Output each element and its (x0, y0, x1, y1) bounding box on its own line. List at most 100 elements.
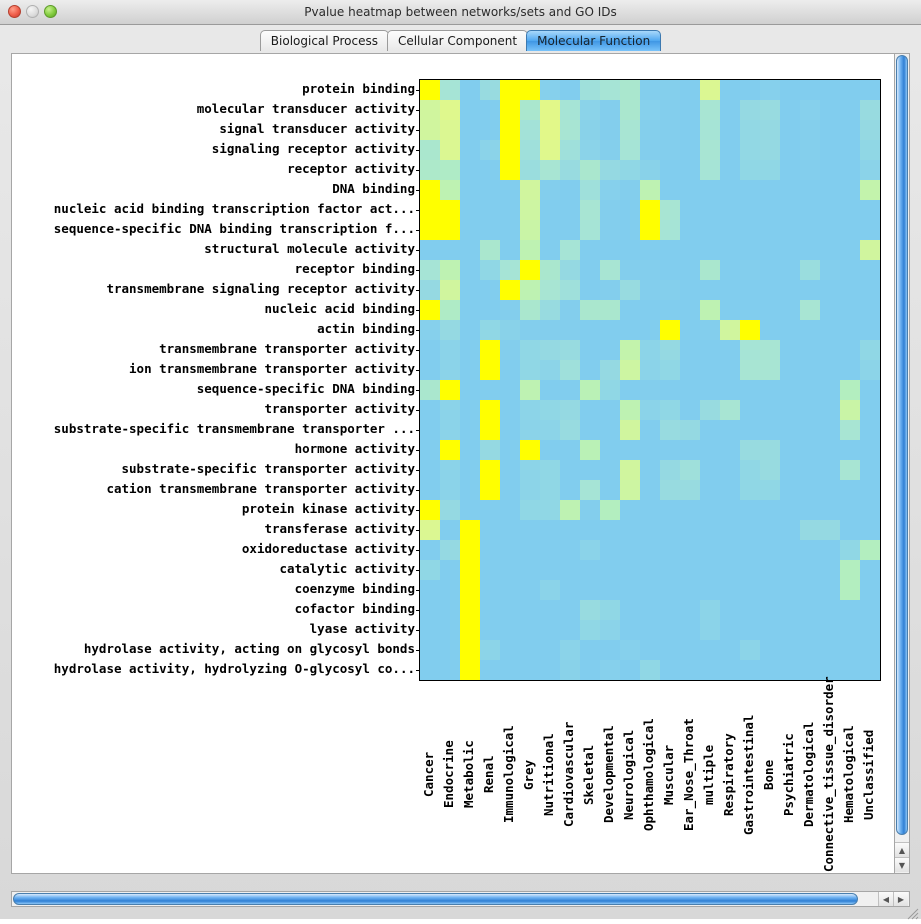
heatmap-cell[interactable] (460, 80, 480, 100)
heatmap-cell[interactable] (780, 460, 800, 480)
heatmap-cell[interactable] (440, 120, 460, 140)
heatmap-cell[interactable] (560, 300, 580, 320)
heatmap-cell[interactable] (420, 380, 440, 400)
heatmap-cell[interactable] (480, 80, 500, 100)
heatmap-cell[interactable] (760, 460, 780, 480)
heatmap-cell[interactable] (800, 240, 820, 260)
heatmap-cell[interactable] (640, 120, 660, 140)
heatmap-cell[interactable] (540, 500, 560, 520)
heatmap-cell[interactable] (860, 640, 880, 660)
heatmap-cell[interactable] (580, 660, 600, 680)
heatmap-cell[interactable] (500, 160, 520, 180)
heatmap-cell[interactable] (820, 200, 840, 220)
heatmap-cell[interactable] (560, 600, 580, 620)
heatmap-cell[interactable] (820, 540, 840, 560)
heatmap-cell[interactable] (560, 620, 580, 640)
heatmap-cell[interactable] (460, 480, 480, 500)
heatmap-cell[interactable] (500, 440, 520, 460)
close-window-button[interactable] (8, 5, 21, 18)
heatmap-cell[interactable] (480, 500, 500, 520)
heatmap-cell[interactable] (760, 160, 780, 180)
heatmap-cell[interactable] (520, 140, 540, 160)
heatmap-cell[interactable] (760, 560, 780, 580)
resize-grip-icon[interactable] (907, 905, 919, 920)
heatmap-cell[interactable] (680, 160, 700, 180)
heatmap-cell[interactable] (700, 180, 720, 200)
heatmap-cell[interactable] (440, 580, 460, 600)
heatmap-cell[interactable] (740, 220, 760, 240)
heatmap-cell[interactable] (720, 580, 740, 600)
heatmap-cell[interactable] (460, 380, 480, 400)
heatmap-cell[interactable] (460, 320, 480, 340)
heatmap-cell[interactable] (800, 560, 820, 580)
heatmap-cell[interactable] (440, 280, 460, 300)
heatmap-cell[interactable] (860, 340, 880, 360)
heatmap-cell[interactable] (740, 420, 760, 440)
heatmap-cell[interactable] (780, 640, 800, 660)
heatmap-cell[interactable] (680, 140, 700, 160)
heatmap-cell[interactable] (620, 100, 640, 120)
heatmap-cell[interactable] (460, 440, 480, 460)
heatmap-cell[interactable] (800, 360, 820, 380)
heatmap-cell[interactable] (660, 640, 680, 660)
heatmap-cell[interactable] (500, 320, 520, 340)
heatmap-cell[interactable] (540, 440, 560, 460)
heatmap-cell[interactable] (560, 440, 580, 460)
heatmap-cell[interactable] (640, 360, 660, 380)
heatmap-cell[interactable] (520, 100, 540, 120)
heatmap-cell[interactable] (540, 260, 560, 280)
heatmap-cell[interactable] (700, 560, 720, 580)
maximize-window-button[interactable] (44, 5, 57, 18)
heatmap-cell[interactable] (540, 600, 560, 620)
heatmap-cell[interactable] (560, 580, 580, 600)
heatmap-cell[interactable] (600, 220, 620, 240)
heatmap-cell[interactable] (680, 640, 700, 660)
heatmap-cell[interactable] (560, 500, 580, 520)
heatmap-cell[interactable] (800, 520, 820, 540)
heatmap-cell[interactable] (620, 440, 640, 460)
heatmap-cell[interactable] (820, 420, 840, 440)
heatmap-cell[interactable] (660, 500, 680, 520)
heatmap-cell[interactable] (540, 200, 560, 220)
heatmap-cell[interactable] (460, 420, 480, 440)
heatmap-cell[interactable] (840, 540, 860, 560)
heatmap-cell[interactable] (420, 400, 440, 420)
heatmap-cell[interactable] (780, 220, 800, 240)
heatmap-cell[interactable] (540, 100, 560, 120)
heatmap-cell[interactable] (560, 140, 580, 160)
heatmap-cell[interactable] (860, 420, 880, 440)
heatmap-cell[interactable] (820, 580, 840, 600)
heatmap-cell[interactable] (820, 120, 840, 140)
heatmap-cell[interactable] (440, 480, 460, 500)
heatmap-cell[interactable] (780, 480, 800, 500)
heatmap-cell[interactable] (640, 240, 660, 260)
heatmap-cell[interactable] (580, 420, 600, 440)
heatmap-cell[interactable] (440, 560, 460, 580)
heatmap-cell[interactable] (640, 440, 660, 460)
heatmap-cell[interactable] (700, 460, 720, 480)
heatmap-cell[interactable] (680, 420, 700, 440)
heatmap-cell[interactable] (840, 320, 860, 340)
heatmap-cell[interactable] (500, 260, 520, 280)
heatmap-cell[interactable] (620, 260, 640, 280)
heatmap-cell[interactable] (480, 640, 500, 660)
heatmap-cell[interactable] (520, 180, 540, 200)
heatmap-cell[interactable] (760, 100, 780, 120)
heatmap-cell[interactable] (560, 400, 580, 420)
heatmap-cell[interactable] (860, 540, 880, 560)
heatmap-cell[interactable] (420, 660, 440, 680)
heatmap-cell[interactable] (800, 640, 820, 660)
heatmap-cell[interactable] (480, 200, 500, 220)
heatmap-cell[interactable] (580, 580, 600, 600)
heatmap-cell[interactable] (420, 440, 440, 460)
heatmap-cell[interactable] (660, 100, 680, 120)
heatmap-cell[interactable] (600, 120, 620, 140)
heatmap-cell[interactable] (500, 420, 520, 440)
heatmap-cell[interactable] (540, 300, 560, 320)
heatmap-cell[interactable] (620, 140, 640, 160)
heatmap-cell[interactable] (760, 80, 780, 100)
heatmap-cell[interactable] (820, 400, 840, 420)
heatmap-grid[interactable] (420, 80, 880, 680)
heatmap-cell[interactable] (460, 500, 480, 520)
heatmap-cell[interactable] (600, 620, 620, 640)
